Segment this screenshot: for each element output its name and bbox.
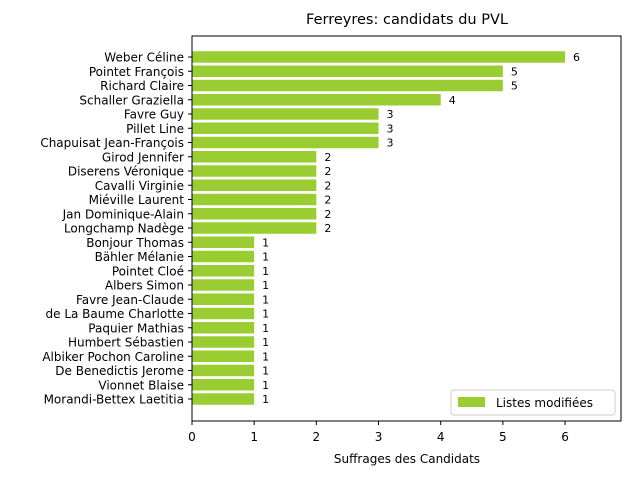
plot-frame [191,35,622,422]
value-label-15: 1 [262,265,269,278]
y-tick-label-12: Longchamp Nadège [64,222,184,236]
value-label-3: 4 [449,94,456,107]
value-label-2: 5 [511,80,518,93]
y-tick-label-1: Pointet François [89,65,184,79]
x-tick-label-6: 6 [561,430,569,444]
bar-19 [192,322,255,334]
y-tick-label-8: Diserens Véronique [68,165,184,179]
value-label-12: 2 [324,222,331,235]
value-label-17: 1 [262,293,269,306]
bar-9 [192,179,317,191]
value-label-24: 1 [262,393,269,406]
bar-21 [192,350,255,362]
legend-label: Listes modifiées [496,396,593,410]
value-label-4: 3 [387,108,394,121]
legend-swatch [458,397,485,407]
value-label-18: 1 [262,308,269,321]
bar-14 [192,250,255,263]
y-tick-label-6: Chapuisat Jean-François [40,136,184,150]
value-label-0: 6 [573,51,580,64]
y-tick-label-9: Cavalli Virginie [95,179,184,193]
y-tick-label-24: Morandi-Bettex Laetitia [44,393,184,407]
value-label-14: 1 [262,251,269,264]
y-tick-label-11: Jan Dominique-Alain [62,207,184,221]
bars-group [192,51,566,405]
bar-0 [192,51,566,63]
bar-15 [192,265,255,277]
chart-title: Ferreyres: candidats du PVL [306,12,508,28]
y-tick-label-17: Favre Jean-Claude [76,293,184,307]
value-label-19: 1 [262,322,269,335]
bar-18 [192,307,255,320]
value-label-6: 3 [387,137,394,150]
x-tick-label-2: 2 [313,430,321,444]
legend: Listes modifiées [450,389,616,416]
value-label-21: 1 [262,350,269,363]
bar-6 [192,136,379,149]
y-tick-label-21: Albiker Pochon Caroline [42,350,184,364]
y-tick-label-3: Schaller Graziella [79,93,184,107]
y-tick-label-5: Pillet Line [126,122,184,136]
bar-17 [192,293,255,305]
bar-2 [192,79,503,92]
value-label-1: 5 [511,65,518,78]
value-label-16: 1 [262,279,269,292]
bar-16 [192,279,255,291]
y-tick-label-13: Bonjour Thomas [86,236,184,250]
x-tick-label-5: 5 [499,430,507,444]
bar-1 [192,65,503,77]
x-tick-label-0: 0 [188,430,196,444]
bar-12 [192,222,317,234]
y-tick-label-15: Pointet Cloé [112,264,184,278]
value-label-8: 2 [324,165,331,178]
value-label-5: 3 [387,122,394,135]
y-tick-label-16: Albers Simon [105,279,184,293]
bar-11 [192,208,317,220]
y-tick-label-2: Richard Claire [100,79,184,93]
value-label-13: 1 [262,236,269,249]
bar-22 [192,364,255,377]
x-tick-label-1: 1 [250,430,258,444]
value-label-10: 2 [324,194,331,207]
value-label-9: 2 [324,179,331,192]
y-tick-label-20: Humbert Sébastien [68,336,184,350]
bar-7 [192,151,317,163]
y-tick-label-18: de La Baume Charlotte [46,307,185,321]
value-label-11: 2 [324,208,331,221]
y-tick-label-0: Weber Céline [104,51,184,65]
bar-8 [192,165,317,177]
y-tick-label-14: Bähler Mélanie [95,250,184,264]
bar-13 [192,236,255,248]
legend-box [450,389,616,416]
bar-4 [192,108,379,120]
value-label-7: 2 [324,151,331,164]
value-label-23: 1 [262,379,269,392]
y-tick-label-22: De Benedictis Jerome [55,364,184,378]
bar-3 [192,94,441,106]
bar-10 [192,193,317,206]
x-axis-label: Suffrages des Candidats [334,452,480,466]
x-tick-label-4: 4 [437,430,445,444]
bar-24 [192,393,255,405]
bar-20 [192,336,255,348]
y-tick-label-23: Vionnet Blaise [98,378,184,392]
y-tick-label-10: Miéville Laurent [89,193,185,207]
bar-5 [192,122,379,134]
y-tick-label-4: Favre Guy [124,108,184,122]
y-tick-label-7: Girod Jennifer [102,150,184,164]
value-label-20: 1 [262,336,269,349]
bar-23 [192,379,255,391]
x-tick-label-3: 3 [375,430,383,444]
y-tick-label-19: Paquier Mathias [88,321,184,335]
value-label-22: 1 [262,365,269,378]
x-ticks: 0 1 2 3 4 5 6 [188,421,569,444]
